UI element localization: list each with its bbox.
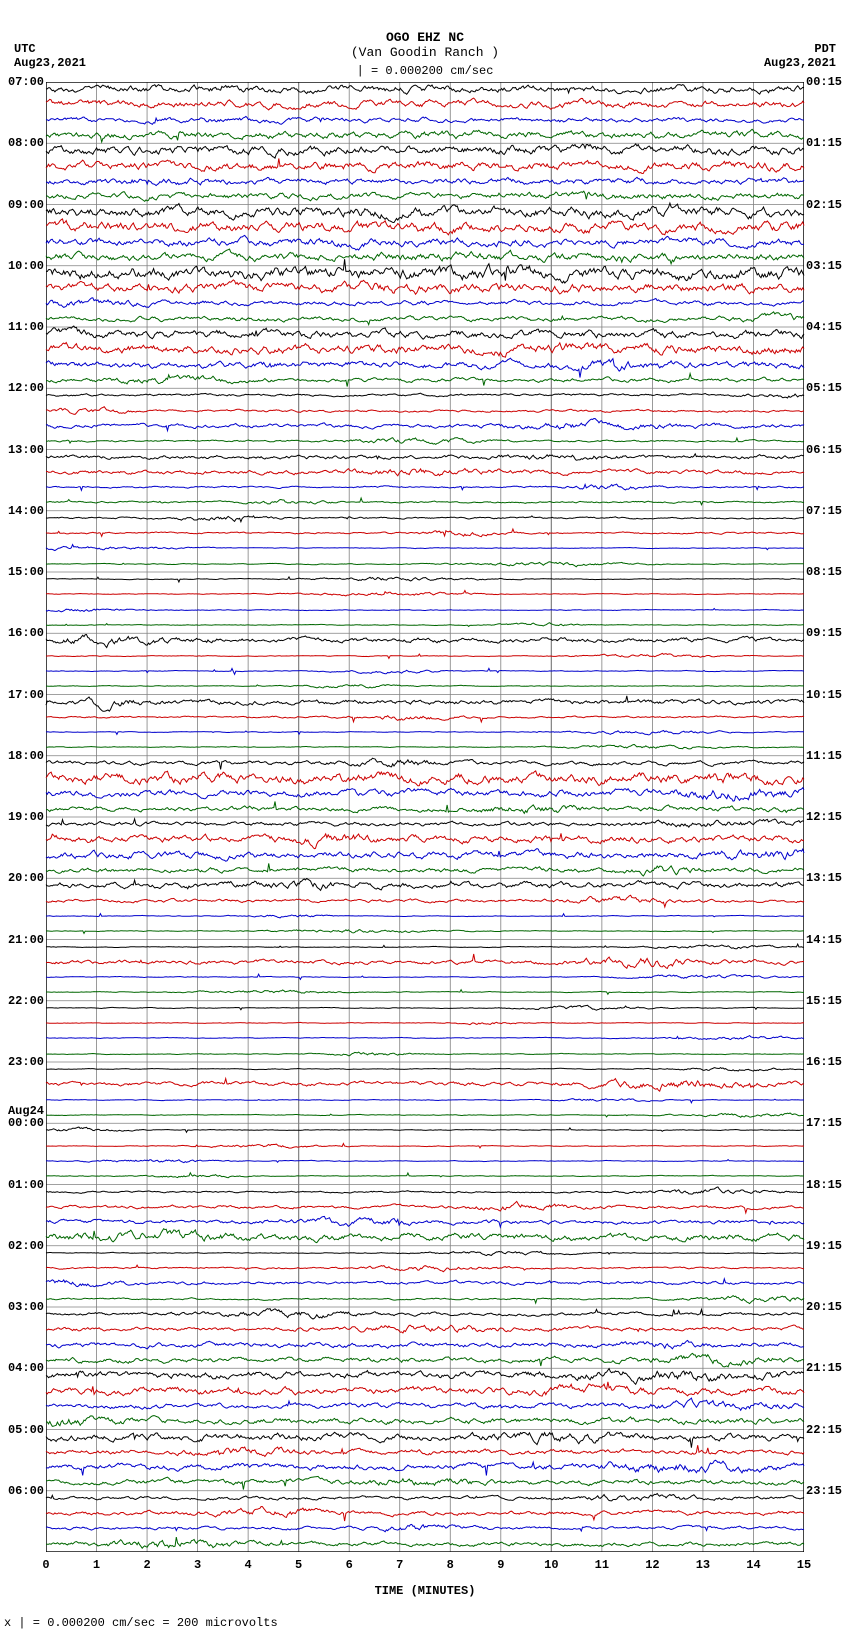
left-hour-label: 04:00 (0, 1362, 46, 1374)
right-hour-label: 01:15 (804, 137, 850, 149)
x-tick-label: 0 (42, 1558, 49, 1572)
left-hour-label: Aug2400:00 (0, 1105, 46, 1129)
left-hour-label: 22:00 (0, 995, 46, 1007)
x-tick-label: 15 (797, 1558, 811, 1572)
left-hour-label: 03:00 (0, 1301, 46, 1313)
x-tick-label: 6 (346, 1558, 353, 1572)
left-hour-label: 19:00 (0, 811, 46, 823)
left-hour-label: 20:00 (0, 872, 46, 884)
left-hour-label: 08:00 (0, 137, 46, 149)
right-hour-label: 13:15 (804, 872, 850, 884)
right-hour-label: 21:15 (804, 1362, 850, 1374)
right-hour-label: 23:15 (804, 1485, 850, 1497)
x-tick-label: 10 (544, 1558, 558, 1572)
right-hour-label: 00:15 (804, 76, 850, 88)
right-hour-label: 02:15 (804, 199, 850, 211)
x-tick-label: 1 (93, 1558, 100, 1572)
x-tick-label: 3 (194, 1558, 201, 1572)
x-axis-title: TIME (MINUTES) (46, 1584, 804, 1598)
left-hour-label: 21:00 (0, 934, 46, 946)
right-hour-label: 17:15 (804, 1117, 850, 1129)
right-hour-label: 20:15 (804, 1301, 850, 1313)
right-hour-label: 19:15 (804, 1240, 850, 1252)
x-tick-label: 12 (645, 1558, 659, 1572)
trace-row (46, 1537, 804, 1552)
x-tick-label: 9 (497, 1558, 504, 1572)
left-hour-label: 13:00 (0, 444, 46, 456)
header: UTC Aug23,2021 PDT Aug23,2021 OGO EHZ NC… (0, 0, 850, 82)
tz-right-date: Aug23,2021 (764, 56, 836, 70)
left-hour-label: 12:00 (0, 382, 46, 394)
left-hour-label: 09:00 (0, 199, 46, 211)
left-hour-label: 10:00 (0, 260, 46, 272)
x-tick-label: 5 (295, 1558, 302, 1572)
tz-left-date: Aug23,2021 (14, 56, 86, 70)
left-hour-label: 11:00 (0, 321, 46, 333)
tz-left-block: UTC Aug23,2021 (14, 42, 86, 70)
left-hour-label: 01:00 (0, 1179, 46, 1191)
right-hour-label: 14:15 (804, 934, 850, 946)
right-hour-label: 10:15 (804, 689, 850, 701)
right-hour-label: 08:15 (804, 566, 850, 578)
footer-scale-text: x | = 0.000200 cm/sec = 200 microvolts (4, 1616, 278, 1630)
x-tick-label: 4 (245, 1558, 252, 1572)
seismogram-plot: 07:0008:0009:0010:0011:0012:0013:0014:00… (46, 82, 804, 1552)
station-name: (Van Goodin Ranch ) (0, 45, 850, 60)
right-hour-label: 22:15 (804, 1424, 850, 1436)
right-hour-label: 11:15 (804, 750, 850, 762)
x-tick-label: 14 (746, 1558, 760, 1572)
left-hour-label: 15:00 (0, 566, 46, 578)
left-hour-label: 05:00 (0, 1424, 46, 1436)
right-hour-label: 04:15 (804, 321, 850, 333)
left-hour-label: 18:00 (0, 750, 46, 762)
x-tick-label: 11 (595, 1558, 609, 1572)
right-hour-label: 06:15 (804, 444, 850, 456)
left-hour-label: 14:00 (0, 505, 46, 517)
left-hour-labels: 07:0008:0009:0010:0011:0012:0013:0014:00… (0, 82, 46, 1552)
left-hour-label: 23:00 (0, 1056, 46, 1068)
right-hour-label: 16:15 (804, 1056, 850, 1068)
station-code: OGO EHZ NC (0, 30, 850, 45)
right-hour-label: 07:15 (804, 505, 850, 517)
right-hour-label: 05:15 (804, 382, 850, 394)
right-hour-label: 09:15 (804, 627, 850, 639)
x-tick-label: 8 (447, 1558, 454, 1572)
x-tick-label: 7 (396, 1558, 403, 1572)
right-hour-label: 03:15 (804, 260, 850, 272)
right-hour-label: 18:15 (804, 1179, 850, 1191)
x-tick-labels: 0123456789101112131415 (46, 1552, 804, 1580)
right-hour-labels: 00:1501:1502:1503:1504:1505:1506:1507:15… (804, 82, 850, 1552)
x-tick-label: 13 (696, 1558, 710, 1572)
tz-left-label: UTC (14, 42, 86, 56)
tz-right-block: PDT Aug23,2021 (764, 42, 836, 70)
footer: x | = 0.000200 cm/sec = 200 microvolts (0, 1612, 850, 1638)
x-tick-label: 2 (143, 1558, 150, 1572)
right-hour-label: 15:15 (804, 995, 850, 1007)
left-hour-label: 02:00 (0, 1240, 46, 1252)
left-hour-label: 16:00 (0, 627, 46, 639)
left-hour-label: 17:00 (0, 689, 46, 701)
tz-right-label: PDT (764, 42, 836, 56)
left-hour-label: 07:00 (0, 76, 46, 88)
left-hour-label: 06:00 (0, 1485, 46, 1497)
right-hour-label: 12:15 (804, 811, 850, 823)
